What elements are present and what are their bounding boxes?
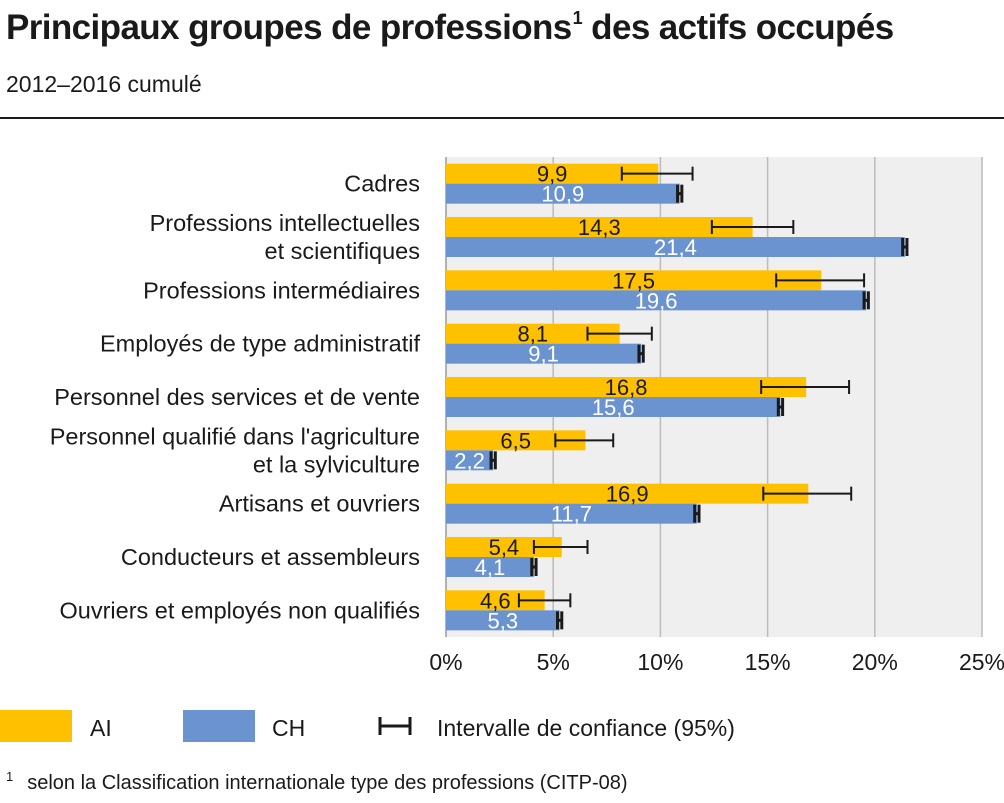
ci-whisker-ai bbox=[554, 433, 615, 448]
data-label-ai: 14,3 bbox=[578, 215, 621, 240]
data-label-ai: 8,1 bbox=[518, 322, 549, 347]
ci-whisker-ai bbox=[762, 486, 853, 501]
category-label: Artisans et ouvriers bbox=[219, 491, 420, 517]
category-label: et scientifiques bbox=[265, 238, 420, 264]
ci-whisker-ch bbox=[901, 238, 909, 256]
chart-subtitle: 2012–2016 cumulé bbox=[6, 71, 202, 97]
ci-whisker-ai bbox=[775, 273, 866, 288]
bar-ch bbox=[446, 503, 697, 524]
ci-whisker-ch bbox=[489, 451, 497, 470]
ci-whisker-ai bbox=[586, 326, 653, 341]
category-label: Employés de type administratif bbox=[100, 331, 420, 357]
bar-ai bbox=[446, 270, 822, 291]
data-label-ch: 19,6 bbox=[635, 288, 678, 313]
data-label-ai: 4,6 bbox=[480, 588, 511, 613]
ci-whisker-ch bbox=[530, 558, 538, 576]
bar-ai bbox=[446, 323, 620, 344]
ci-whisker-ai bbox=[760, 380, 851, 394]
bar-ch bbox=[446, 237, 905, 257]
bar-ch bbox=[446, 450, 494, 471]
footnote: 1 selon la Classification internationale … bbox=[6, 769, 628, 795]
data-label-ch: 4,1 bbox=[475, 555, 506, 580]
data-label-ch: 11,7 bbox=[551, 502, 592, 527]
bar-ai bbox=[446, 163, 659, 184]
bar-ai bbox=[446, 537, 562, 557]
bar-ai bbox=[446, 217, 753, 237]
x-tick-label: 25% bbox=[959, 649, 1004, 675]
category-label: Cadres bbox=[344, 171, 420, 197]
category-label: Conducteurs et assembleurs bbox=[121, 544, 420, 570]
data-label-ai: 9,9 bbox=[537, 162, 568, 187]
ci-whisker-ch bbox=[693, 504, 701, 523]
bar-ai bbox=[446, 590, 545, 611]
category-label: Personnel qualifié dans l'agriculture bbox=[50, 423, 420, 449]
ci-whisker-ai bbox=[620, 166, 694, 181]
legend-label-ai: AI bbox=[90, 715, 112, 741]
legend-swatch-ai bbox=[0, 710, 72, 742]
footnote-text: selon la Classification internationale t… bbox=[27, 772, 628, 794]
bar-chart: 0% 5% 10% 15% 20% 25% 9,910,9 Cadres 14,3 21,4 Pro… bbox=[50, 157, 1004, 675]
legend-label-confidence-interval: Intervalle de confiance (95%) bbox=[437, 715, 735, 741]
ci-whisker-ch bbox=[555, 611, 564, 630]
ci-whisker-ch bbox=[862, 291, 870, 310]
chart-title-text: Principaux groupes de professions bbox=[6, 8, 572, 47]
x-tick-label: 5% bbox=[537, 649, 570, 675]
bar-ai bbox=[446, 377, 807, 397]
category-label: Personnel des services et de vente bbox=[54, 384, 420, 410]
ci-whisker-ai bbox=[532, 540, 589, 554]
category-label: et la sylviculture bbox=[253, 451, 420, 477]
data-label-ai: 17,5 bbox=[612, 268, 655, 293]
data-label-ai: 5,4 bbox=[489, 535, 520, 560]
ci-whisker-ch bbox=[676, 184, 684, 203]
title-footnote-marker: 1 bbox=[572, 8, 583, 28]
header-divider bbox=[0, 117, 1004, 119]
ci-whisker-ai bbox=[710, 220, 795, 234]
confidence-interval-icon bbox=[378, 717, 412, 735]
bar-ch bbox=[446, 290, 867, 311]
bar-ai bbox=[446, 430, 586, 451]
bar-ch bbox=[446, 183, 680, 204]
bar-ch bbox=[446, 610, 560, 631]
x-tick-label: 0% bbox=[429, 649, 462, 675]
bar-ch bbox=[446, 397, 781, 417]
data-label-ch: 15,6 bbox=[592, 395, 635, 420]
x-tick-label: 15% bbox=[745, 649, 791, 675]
legend-label-ch: CH bbox=[272, 715, 306, 741]
data-label-ch: 2,2 bbox=[454, 448, 485, 473]
ci-whisker-ai bbox=[517, 593, 572, 608]
chart-legend: AI CH Intervalle de confiance (95%) bbox=[0, 707, 1004, 747]
ci-whisker-ch bbox=[776, 398, 785, 416]
bar-ch bbox=[446, 343, 642, 364]
bar-ai bbox=[446, 483, 809, 504]
ci-whisker-ch bbox=[637, 344, 645, 363]
category-label: Professions intermédiaires bbox=[143, 277, 420, 303]
x-tick-label: 20% bbox=[852, 649, 898, 675]
data-label-ai: 16,9 bbox=[606, 482, 649, 507]
data-label-ai: 16,8 bbox=[605, 375, 648, 400]
data-label-ch: 9,1 bbox=[528, 342, 559, 367]
category-label: Ouvriers et employés non qualifiés bbox=[59, 597, 420, 623]
chart-title: Principaux groupes de professions1 des a… bbox=[6, 8, 894, 47]
x-tick-label: 10% bbox=[637, 649, 683, 675]
data-label-ch: 21,4 bbox=[654, 235, 697, 260]
data-label-ch: 5,3 bbox=[488, 608, 519, 633]
data-label-ai: 6,5 bbox=[500, 428, 531, 453]
footnote-marker: 1 bbox=[6, 769, 14, 784]
data-label-ch: 10,9 bbox=[541, 182, 584, 207]
legend-swatch-ch bbox=[183, 710, 255, 742]
bar-ch bbox=[446, 557, 534, 577]
category-label: Professions intellectuelles bbox=[150, 210, 420, 236]
